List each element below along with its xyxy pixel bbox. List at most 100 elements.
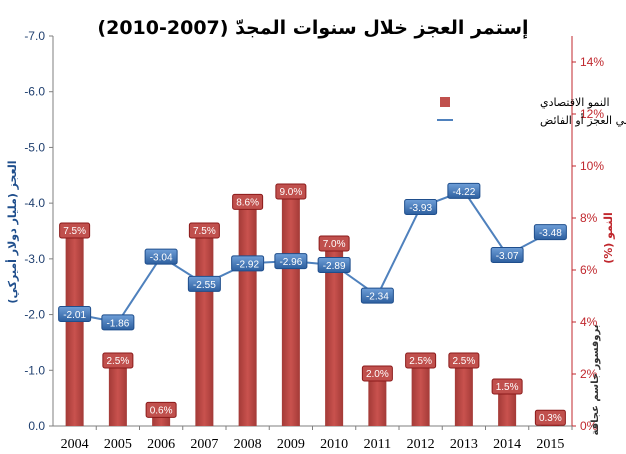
growth-bar	[325, 244, 344, 426]
chart-title: إستمر العجز خلال سنوات المجدّ (2007-2010…	[97, 17, 528, 39]
legend-line-label: إجمالي العجز أو الفائض	[540, 113, 626, 127]
right-tick-label: 2%	[580, 367, 598, 381]
deficit-point	[144, 248, 178, 265]
growth-bar-label-box	[102, 352, 134, 369]
growth-bar-label: 0.6%	[150, 405, 173, 416]
growth-bar-label: 1.5%	[496, 382, 519, 393]
deficit-point	[317, 256, 351, 273]
left-tick-label: 0.0	[28, 419, 45, 433]
left-tick-label: -7.0	[24, 29, 45, 43]
right-axis-title: النمو (%)	[602, 212, 615, 264]
deficit-point	[447, 182, 481, 199]
growth-bar	[454, 361, 473, 426]
deficit-line: -2.01 -1.86 -3.04 -2.55 -2.92 -2.96 -2.89 -2.34…	[58, 182, 567, 331]
deficit-point	[274, 253, 308, 270]
growth-bar	[108, 361, 127, 426]
deficit-point	[101, 314, 135, 331]
growth-bar-label-box	[188, 222, 220, 239]
growth-bar-label-box	[448, 352, 480, 369]
left-axis-title: العجز (مليار دولار أميركي)	[5, 160, 19, 303]
growth-bar	[368, 374, 387, 426]
growth-bar	[238, 202, 257, 426]
growth-bar-label: 8.6%	[236, 197, 259, 208]
growth-bar-label: 2.5%	[409, 356, 432, 367]
deficit-point	[360, 287, 394, 304]
deficit-point-label: -4.22	[452, 187, 475, 198]
growth-bar-label: 9.0%	[279, 187, 302, 198]
deficit-point	[58, 306, 92, 323]
deficit-point-label: -2.01	[63, 310, 86, 321]
x-tick-label: 2011	[364, 437, 391, 452]
x-tick-label: 2008	[234, 437, 262, 452]
deficit-point-label: -3.07	[496, 251, 519, 262]
deficit-point-label: -2.92	[236, 259, 259, 270]
growth-bar-label-box	[145, 401, 177, 418]
growth-bar-label: 2.0%	[366, 369, 389, 380]
growth-bar	[195, 231, 214, 426]
x-tick-label: 2009	[277, 437, 305, 452]
right-tick-label: 4%	[580, 315, 598, 329]
deficit-point-label: -1.86	[106, 318, 129, 329]
growth-bar-label-box	[275, 183, 307, 200]
growth-bar	[411, 361, 430, 426]
growth-bar-label: 2.5%	[106, 356, 129, 367]
right-tick-label: 14%	[580, 55, 604, 69]
right-tick-label: 6%	[580, 263, 598, 277]
growth-bar	[498, 387, 517, 426]
growth-bar-label-box	[59, 222, 91, 239]
left-tick-label: -1.0	[24, 363, 45, 377]
growth-bar-label: 7.0%	[323, 239, 346, 250]
growth-bar	[65, 231, 84, 426]
growth-bar-label-box	[405, 352, 437, 369]
growth-bar-label-box	[318, 235, 350, 252]
deficit-point	[231, 255, 265, 272]
deficit-point-label: -3.93	[409, 203, 432, 214]
x-tick-label: 2014	[493, 437, 521, 452]
legend: النمو الاقتصادي إجمالي العجز أو الفائض	[437, 96, 626, 127]
left-tick-label: -3.0	[24, 252, 45, 266]
deficit-point-label: -2.34	[366, 292, 389, 303]
ticks: 0.0 -1.0 -2.0 -3.0 -4.0 -5.0 -6.0 -7.0 0% 2% 4% 6% 8…	[24, 29, 604, 452]
left-tick-label: -5.0	[24, 140, 45, 154]
left-tick-label: -4.0	[24, 196, 45, 210]
x-tick-label: 2007	[190, 437, 218, 452]
deficit-point	[187, 275, 221, 292]
right-tick-label: 8%	[580, 211, 598, 225]
growth-bar-label: 7.5%	[193, 226, 216, 237]
bars: 7.5% 2.5% 0.6% 7.5% 8.6% 9.0% 7.0% 2.0% 2.5% 2.5%…	[59, 183, 566, 426]
deficit-point-label: -2.96	[279, 257, 302, 268]
x-tick-label: 2015	[536, 437, 564, 452]
x-tick-label: 2005	[104, 437, 132, 452]
x-tick-label: 2012	[407, 437, 435, 452]
legend-bar-label: النمو الاقتصادي	[540, 96, 610, 109]
deficit-point-label: -2.89	[323, 261, 346, 272]
growth-bar-label: 7.5%	[63, 226, 86, 237]
growth-bar	[281, 192, 300, 426]
right-tick-label: 0%	[580, 419, 598, 433]
x-tick-label: 2006	[147, 437, 175, 452]
x-tick-label: 2010	[320, 437, 348, 452]
growth-bar-label: 2.5%	[452, 356, 475, 367]
deficit-point-label: -2.55	[193, 280, 216, 291]
right-tick-label: 10%	[580, 159, 604, 173]
legend-bar-swatch	[440, 97, 450, 107]
growth-bar-label: 0.3%	[539, 413, 562, 424]
left-tick-label: -2.0	[24, 308, 45, 322]
x-tick-label: 2013	[450, 437, 478, 452]
deficit-point	[404, 199, 438, 216]
growth-bar-label-box	[534, 409, 566, 426]
x-tick-label: 2004	[61, 437, 89, 452]
deficit-point	[533, 224, 567, 241]
left-tick-label: -6.0	[24, 85, 45, 99]
growth-bar-label-box	[232, 193, 264, 210]
credit-text: بروفسور جاسم عجاقة	[590, 325, 601, 436]
deficit-point-label: -3.04	[150, 253, 173, 264]
growth-bar-label-box	[491, 378, 523, 395]
deficit-point-label: -3.48	[539, 228, 562, 239]
growth-bar-label-box	[361, 365, 393, 382]
right-tick-label: 12%	[580, 107, 604, 121]
deficit-point	[490, 246, 524, 263]
deficit-polyline	[74, 189, 551, 324]
